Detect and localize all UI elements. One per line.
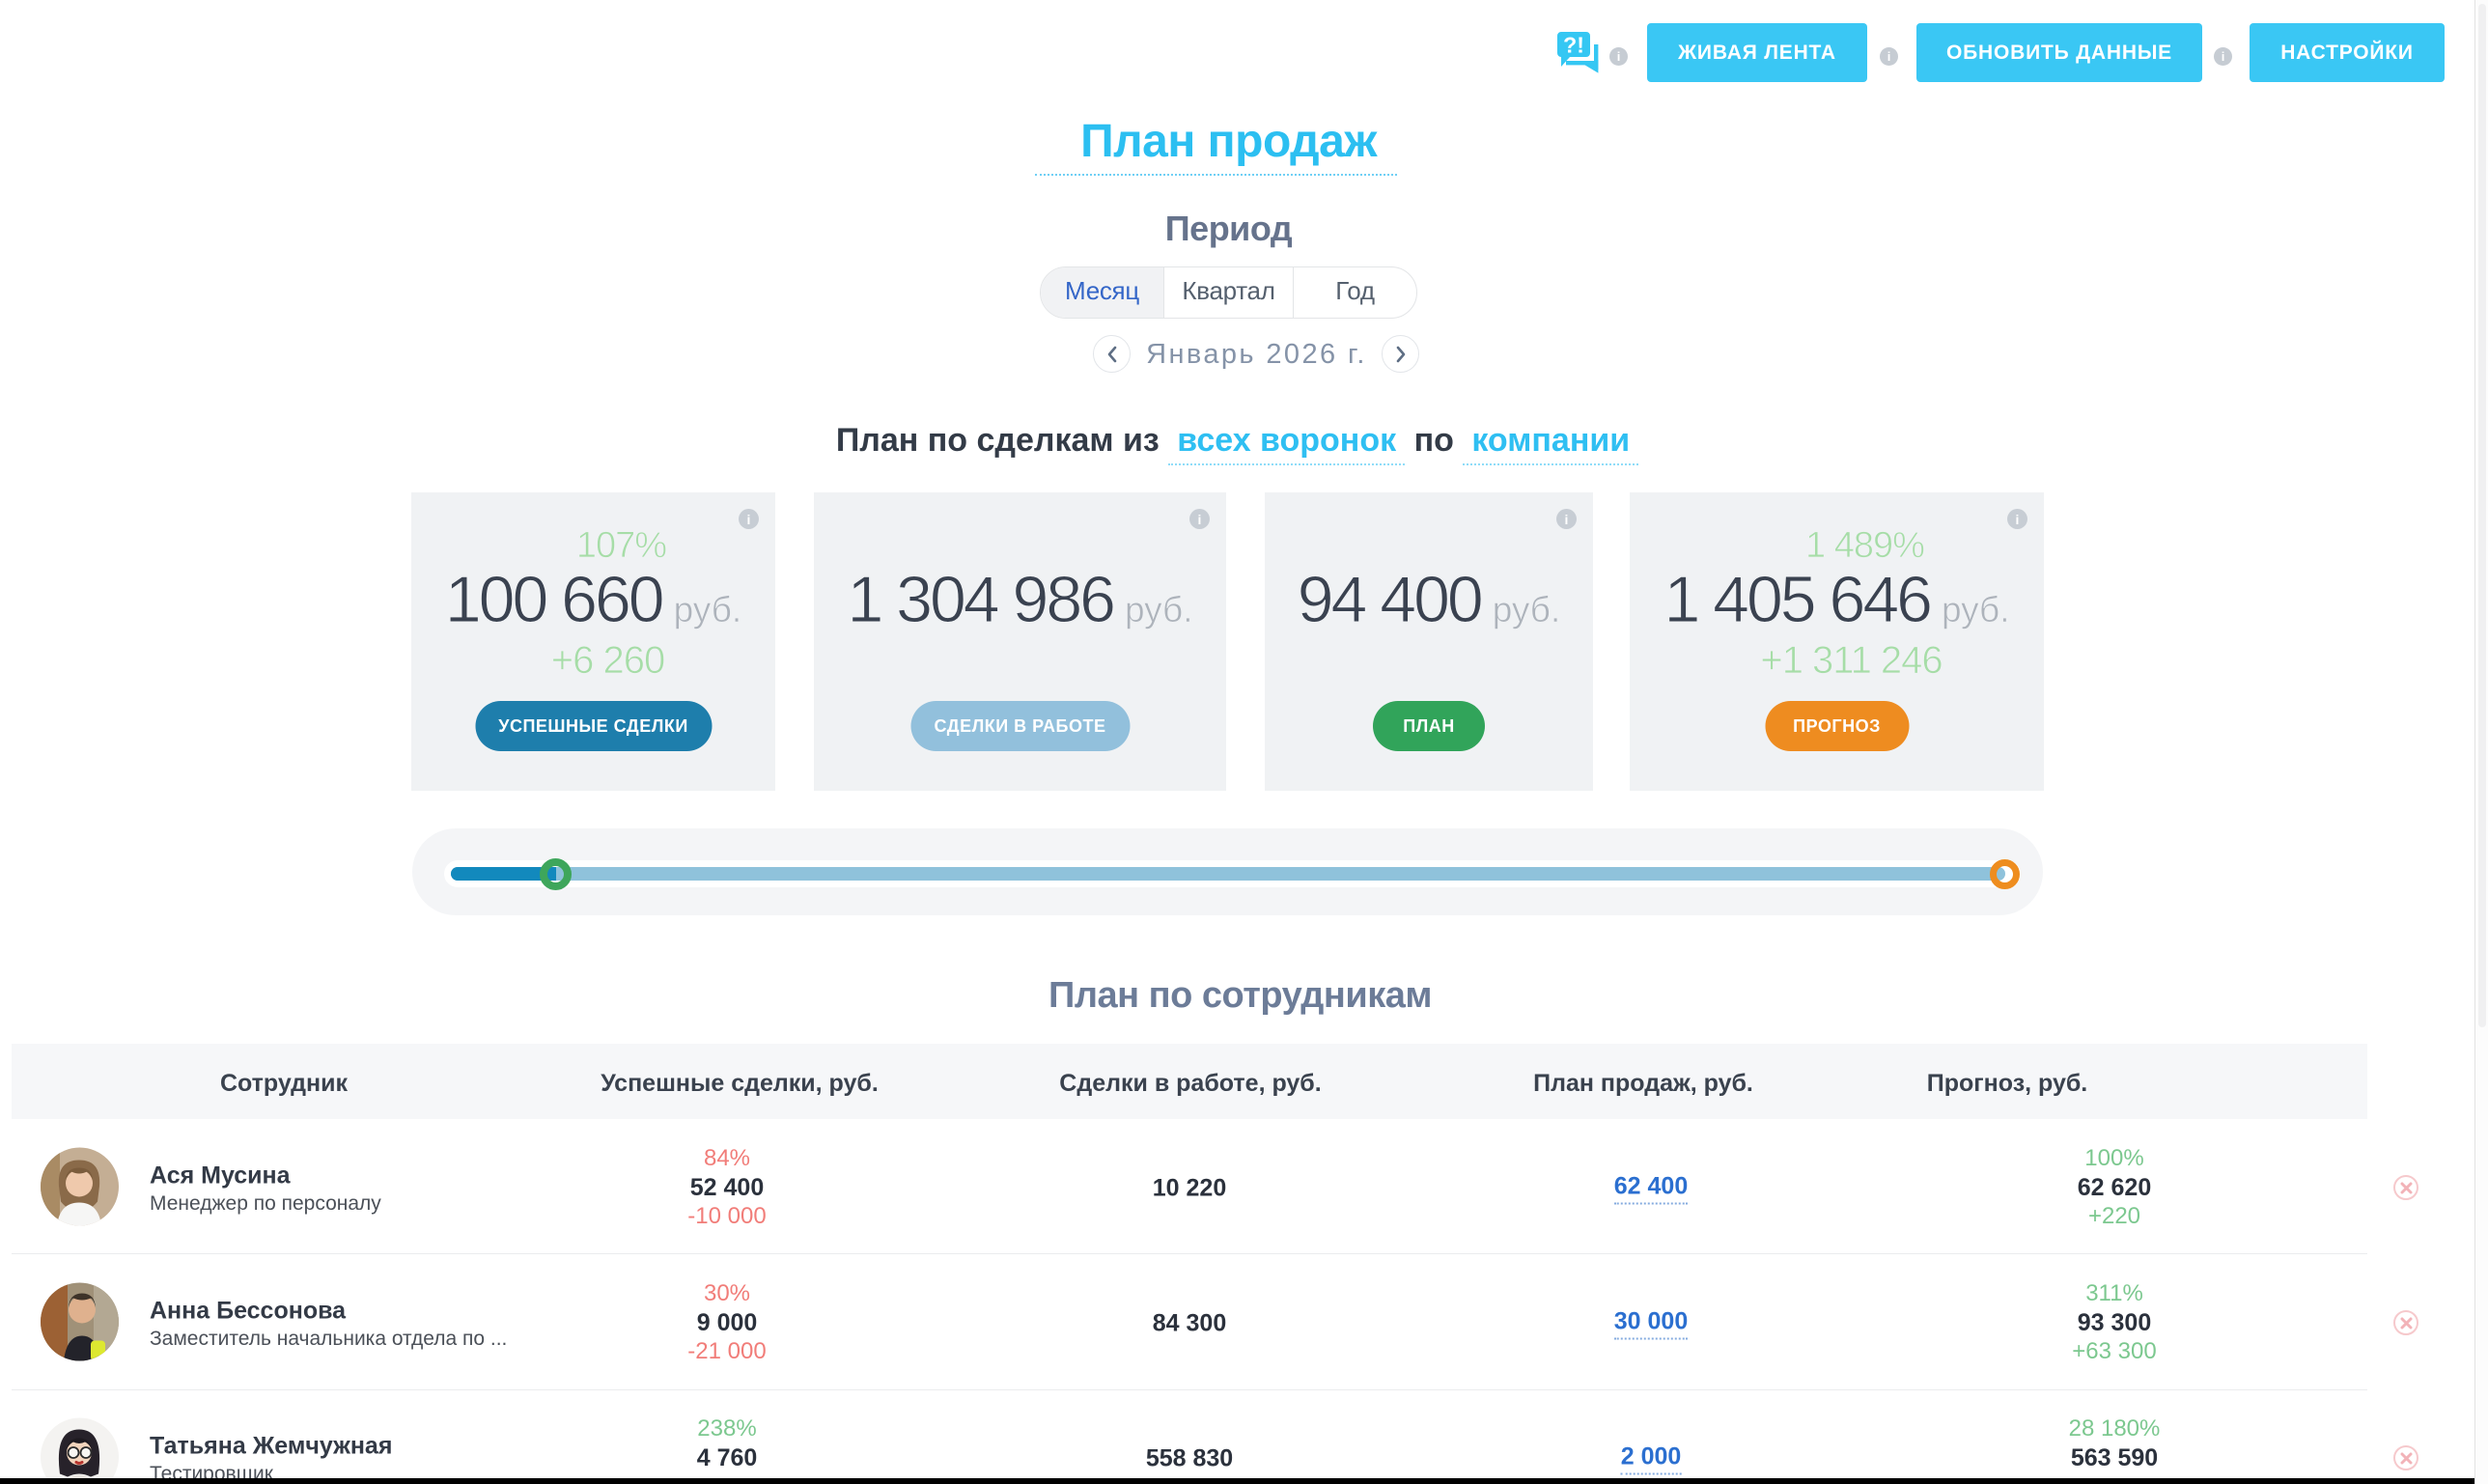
svg-text:?!: ?! [1563,33,1584,58]
